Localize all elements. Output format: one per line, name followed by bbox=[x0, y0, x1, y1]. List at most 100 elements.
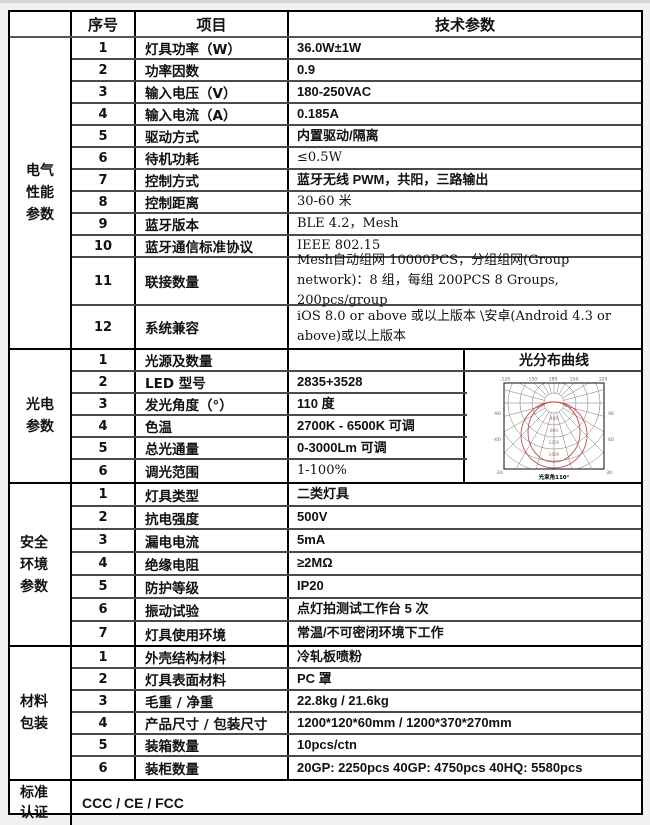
row-item: 待机功耗 bbox=[136, 148, 289, 168]
table-row: 2 功率因数 0.9 bbox=[72, 60, 641, 82]
row-item: 灯具表面材料 bbox=[136, 669, 289, 689]
row-seq: 3 bbox=[72, 394, 136, 414]
polar-curve-icon: -120 -150 180 150 120 -90 90 -60 60 -30 … bbox=[493, 377, 614, 482]
section-label-photometric: 光电 参数 bbox=[10, 350, 72, 482]
table-row: 4 输入电流（A） 0.185A bbox=[72, 104, 641, 126]
row-seq: 5 bbox=[72, 126, 136, 146]
category-label-line: 参数 bbox=[26, 419, 54, 435]
section-rows: 1 灯具功率（W） 36.0W±1W 2 功率因数 0.9 3 输入电压（V） 180-250V… bbox=[72, 38, 641, 348]
row-item: 防护等级 bbox=[136, 576, 289, 597]
row-seq: 4 bbox=[72, 553, 136, 574]
svg-text:90: 90 bbox=[608, 411, 614, 417]
section-safety: 安全 环境 参数 1 灯具类型 二类灯具 2 抗电强度 500V 3 漏电电流 5mA 4 绝缘电阻 ≥2… bbox=[10, 484, 641, 647]
svg-text:120: 120 bbox=[599, 377, 608, 383]
row-item: 联接数量 bbox=[136, 258, 289, 304]
table-row: 8 控制距离 30-60 米 bbox=[72, 192, 641, 214]
table-row: 12 系统兼容 iOS 8.0 or above 或以上版本 \安卓(Android… bbox=[72, 306, 641, 348]
row-seq: 6 bbox=[72, 148, 136, 168]
svg-text:-90: -90 bbox=[493, 411, 501, 417]
light-distribution-title: 光分布曲线 bbox=[467, 350, 641, 372]
row-item: 绝缘电阻 bbox=[136, 553, 289, 574]
table-row: 4 色温 2700K - 6500K 可调 bbox=[72, 416, 467, 438]
table-row: 5 驱动方式 内置驱动/隔离 bbox=[72, 126, 641, 148]
category-label-line: 材料 bbox=[20, 694, 48, 710]
row-value: 500V bbox=[297, 509, 328, 525]
row-item: 输入电流（A） bbox=[136, 104, 289, 124]
row-seq: 7 bbox=[72, 170, 136, 190]
row-seq: 3 bbox=[72, 691, 136, 711]
row-value: 1-100% bbox=[289, 460, 465, 482]
row-value: 1200*120*60mm / 1200*370*270mm bbox=[297, 714, 512, 730]
row-item: 灯具类型 bbox=[136, 484, 289, 505]
table-row: 2 LED 型号 2835+3528 bbox=[72, 372, 467, 394]
row-item: 装柜数量 bbox=[136, 757, 289, 779]
row-seq: 4 bbox=[72, 713, 136, 733]
category-label-line: 标准 bbox=[20, 785, 48, 801]
row-seq: 6 bbox=[72, 757, 136, 779]
row-seq: 2 bbox=[72, 669, 136, 689]
row-value: 二类灯具 bbox=[297, 486, 350, 502]
row-seq: 1 bbox=[72, 647, 136, 667]
row-item: 装箱数量 bbox=[136, 735, 289, 755]
table-row: 6 待机功耗 ≤0.5W bbox=[72, 148, 641, 170]
table-row: 1 外壳结构材料 冷轧板喷粉 bbox=[72, 647, 641, 669]
svg-text:30: 30 bbox=[606, 470, 612, 476]
category-label-line: 认证 bbox=[20, 805, 48, 821]
row-value: 110 度 bbox=[289, 394, 465, 414]
table-row: 2 灯具表面材料 PC 罩 bbox=[72, 669, 641, 691]
table-row: 5 防护等级 IP20 bbox=[72, 576, 641, 599]
table-row: 1 灯具类型 二类灯具 bbox=[72, 484, 641, 507]
row-value: 22.8kg / 21.6kg bbox=[297, 692, 389, 708]
row-seq: 1 bbox=[72, 484, 136, 505]
header-param: 技术参数 bbox=[434, 15, 495, 34]
row-item: 驱动方式 bbox=[136, 126, 289, 146]
section-label-certification: 标准 认证 bbox=[10, 781, 72, 825]
table-row: 9 蓝牙版本 BLE 4.2，Mesh bbox=[72, 214, 641, 236]
row-seq: 3 bbox=[72, 530, 136, 551]
row-seq: 9 bbox=[72, 214, 136, 234]
table-row: 3 发光角度（°） 110 度 bbox=[72, 394, 467, 416]
table-row: 6 振动试验 点灯拍测试工作台 5 次 bbox=[72, 599, 641, 622]
svg-text:60: 60 bbox=[608, 437, 614, 443]
header-item: 项目 bbox=[136, 12, 289, 36]
curve-caption: 光束角110° bbox=[538, 473, 570, 481]
category-label-line: 参数 bbox=[26, 207, 54, 223]
row-seq: 7 bbox=[72, 622, 136, 645]
table-row: 3 漏电电流 5mA bbox=[72, 530, 641, 553]
table-row: 7 灯具使用环境 常温/不可密闭环境下工作 bbox=[72, 622, 641, 645]
row-seq: 8 bbox=[72, 192, 136, 212]
row-seq: 5 bbox=[72, 576, 136, 597]
row-item: 产品尺寸 / 包装尺寸 bbox=[136, 713, 289, 733]
section-rows: 1 外壳结构材料 冷轧板喷粉 2 灯具表面材料 PC 罩 3 毛重 / 净重 22.8kg / … bbox=[72, 647, 641, 779]
svg-text:150: 150 bbox=[570, 377, 579, 383]
row-value: 0.9 bbox=[297, 61, 316, 77]
row-seq: 4 bbox=[72, 416, 136, 436]
row-item: 总光通量 bbox=[136, 438, 289, 458]
row-seq: 5 bbox=[72, 735, 136, 755]
row-seq: 2 bbox=[72, 60, 136, 80]
table-row: 4 产品尺寸 / 包装尺寸 1200*120*60mm / 1200*370*270… bbox=[72, 713, 641, 735]
row-value: 冷轧板喷粉 bbox=[297, 648, 363, 664]
row-item: 蓝牙版本 bbox=[136, 214, 289, 234]
row-value: 36.0W±1W bbox=[297, 39, 362, 55]
row-item: 功率因数 bbox=[136, 60, 289, 80]
row-item: 光源及数量 bbox=[136, 350, 289, 370]
row-value: 10pcs/ctn bbox=[297, 736, 357, 752]
row-value bbox=[289, 350, 465, 370]
spec-table: 序号 项目 技术参数 电气 性能 参数 1 灯具功率（W） 36.0W±1W 2 功率因数 0… bbox=[8, 10, 643, 825]
row-seq: 4 bbox=[72, 104, 136, 124]
row-value: 蓝牙无线 PWM，共阳，三路输出 bbox=[297, 171, 489, 187]
row-value: 180-250VAC bbox=[297, 83, 372, 99]
row-value: PC 罩 bbox=[297, 670, 332, 686]
section-electrical: 电气 性能 参数 1 灯具功率（W） 36.0W±1W 2 功率因数 0.9 3 输入电压（V） 1… bbox=[10, 38, 641, 350]
row-value: 5mA bbox=[297, 532, 326, 548]
row-seq: 3 bbox=[72, 82, 136, 102]
svg-text:-150: -150 bbox=[527, 377, 538, 383]
row-item: 灯具使用环境 bbox=[136, 622, 289, 645]
row-value: iOS 8.0 or above 或以上版本 \安卓(Android 4.3 o… bbox=[297, 308, 612, 344]
row-item: 调光范围 bbox=[136, 460, 289, 482]
category-label-line: 安全 bbox=[20, 534, 48, 551]
svg-text:180: 180 bbox=[549, 377, 558, 383]
row-value: 2835+3528 bbox=[289, 372, 465, 392]
table-row: 6 调光范围 1-100% bbox=[72, 460, 467, 482]
